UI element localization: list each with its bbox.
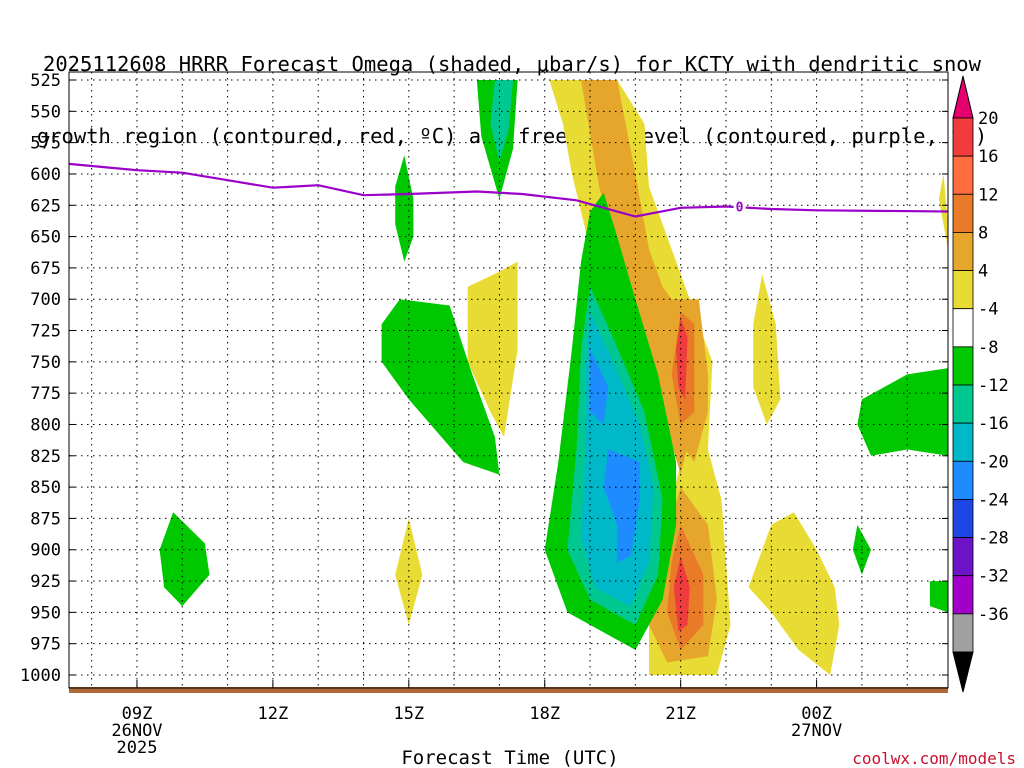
y-tick-label-875: 875: [30, 509, 61, 529]
omega-shaded-regions: [159, 80, 948, 675]
x-tick-label-00Z: 00Z: [801, 704, 832, 724]
y-tick-label-625: 625: [30, 196, 61, 216]
colorbar-bottom-arrow: [952, 651, 974, 693]
omega-region-15: [395, 155, 414, 262]
x-tick-label-15Z: 15Z: [393, 704, 424, 724]
y-axis: 525 550 575 600 625 650 675 700 725 750 775 800 825 8…: [20, 71, 948, 686]
y-tick-label-675: 675: [30, 259, 61, 279]
omega-region-21: [603, 449, 640, 563]
freezing-level-contour: 0: [68, 162, 949, 218]
colorbar-label-2: 12: [978, 185, 998, 205]
x-tick-date-09Z: 26NOV: [111, 721, 162, 741]
colorbar-label-0: 20: [978, 109, 998, 129]
x-tick-label-09Z: 09Z: [122, 704, 153, 724]
colorbar-bin-10: [952, 499, 974, 538]
omega-region-20: [590, 349, 609, 425]
colorbar-label-3: 8: [978, 223, 988, 243]
y-tick-label-825: 825: [30, 447, 61, 467]
x-tick-label-21Z: 21Z: [665, 704, 696, 724]
y-tick-label-650: 650: [30, 228, 61, 248]
omega-region-3: [467, 261, 518, 437]
colorbar: 20 16 12 8 4 -4 -8 -12 -16 -20 -24 -28 -32 -36: [952, 75, 1009, 693]
colorbar-bin-7: [952, 384, 974, 424]
gridlines: [69, 72, 948, 688]
colorbar-bin-3: [952, 232, 974, 271]
y-tick-label-575: 575: [30, 134, 61, 154]
y-tick-label-600: 600: [30, 165, 61, 185]
colorbar-label-13: -36: [978, 605, 1009, 625]
colorbar-label-5: -4: [978, 300, 998, 320]
y-tick-label-700: 700: [30, 290, 61, 310]
y-tick-label-925: 925: [30, 572, 61, 592]
x-tick-label-12Z: 12Z: [258, 704, 289, 724]
freezing-level-line: [68, 162, 949, 218]
credit-link[interactable]: coolwx.com/models: [852, 749, 1016, 768]
y-tick-label-800: 800: [30, 415, 61, 435]
y-tick-label-950: 950: [30, 603, 61, 623]
freezing-level-label-bg: [733, 198, 746, 213]
y-tick-label-850: 850: [30, 478, 61, 498]
omega-region-2: [753, 274, 781, 425]
y-tick-label-775: 775: [30, 384, 61, 404]
freezing-level-label: 0: [736, 201, 744, 216]
colorbar-bin-8: [952, 422, 974, 462]
x-tick-date-00Z: 27NOV: [791, 721, 842, 741]
omega-region-5: [748, 512, 840, 675]
colorbar-label-12: -32: [978, 567, 1009, 587]
omega-region-22: [159, 512, 210, 607]
y-tick-label-725: 725: [30, 322, 61, 342]
omega-region-23: [857, 368, 948, 456]
colorbar-top-arrow: [952, 75, 974, 119]
colorbar-bin-5: [952, 308, 974, 348]
y-tick-label-900: 900: [30, 541, 61, 561]
colorbar-label-6: -8: [978, 338, 998, 358]
y-tick-label-975: 975: [30, 635, 61, 655]
omega-region-12: [673, 556, 690, 632]
omega-region-14: [490, 80, 513, 162]
omega-region-9: [676, 318, 688, 400]
colorbar-bin-12: [952, 575, 974, 615]
colorbar-bin-1: [952, 155, 974, 195]
x-tick-label-18Z: 18Z: [529, 704, 560, 724]
colorbar-bin-0: [952, 117, 974, 157]
ground-bar: [69, 687, 948, 693]
colorbar-label-10: -24: [978, 490, 1009, 510]
colorbar-bin-11: [952, 537, 974, 577]
omega-region-16: [381, 299, 500, 475]
colorbar-label-4: 4: [978, 262, 988, 282]
colorbar-bin-4: [952, 270, 974, 310]
colorbar-bin-2: [952, 193, 974, 233]
y-tick-label-550: 550: [30, 102, 61, 122]
plot-frame: [68, 71, 949, 689]
colorbar-bin-13: [952, 613, 974, 653]
colorbar-label-11: -28: [978, 529, 1009, 549]
ground-strip: [69, 687, 948, 693]
omega-region-25: [929, 581, 948, 613]
x-axis-label: Forecast Time (UTC): [401, 747, 618, 768]
y-tick-label-525: 525: [30, 71, 61, 91]
y-tick-label-750: 750: [30, 353, 61, 373]
colorbar-label-8: -16: [978, 414, 1009, 434]
colorbar-label-7: -12: [978, 376, 1009, 396]
colorbar-label-1: 16: [978, 147, 998, 167]
colorbar-bin-9: [952, 460, 974, 500]
omega-region-4: [395, 518, 423, 625]
colorbar-bin-6: [952, 346, 974, 386]
colorbar-label-9: -20: [978, 452, 1009, 472]
x-tick-year-09Z: 2025: [116, 738, 157, 758]
y-tick-label-1000: 1000: [20, 666, 61, 686]
